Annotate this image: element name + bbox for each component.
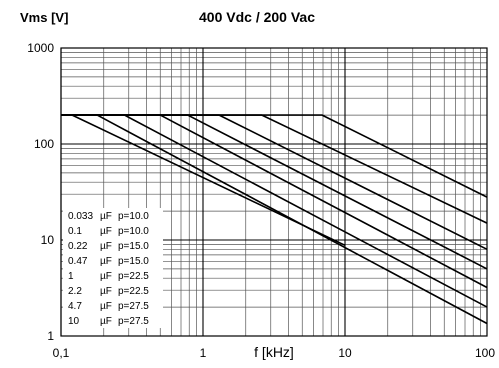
legend: 0.033 µF p=10.0 0.1 µF p=10.0 0.22 µF p=15.0 0.47…	[63, 208, 163, 328]
legend-entry-pitch: p=27.5	[118, 316, 149, 327]
legend-entry-value: 4.7	[68, 301, 82, 312]
legend-entry-value: 0.47	[68, 256, 88, 267]
series-lines	[61, 114, 488, 325]
y-tick-label: 100	[34, 137, 54, 151]
y-tick-label: 1	[47, 329, 54, 343]
legend-entry-pitch: p=22.5	[118, 286, 149, 297]
legend-entry-pitch: p=10.0	[118, 226, 149, 237]
series-line-0.033	[61, 114, 488, 198]
y-tick-label: 10	[41, 233, 55, 247]
legend-entry-value: 10	[68, 316, 80, 327]
legend-entry-unit: µF	[100, 211, 112, 222]
x-tick-label: 100	[475, 346, 495, 360]
y-axis-label: Vms [V]	[20, 10, 68, 25]
x-tick-label: 10	[338, 346, 352, 360]
legend-box	[63, 208, 163, 328]
legend-entry-unit: µF	[100, 256, 112, 267]
legend-entry-value: 1	[68, 271, 74, 282]
chart-title: 400 Vdc / 200 Vac	[199, 9, 315, 25]
legend-entry-value: 0.1	[68, 226, 82, 237]
legend-entry-value: 2.2	[68, 286, 82, 297]
legend-entry-unit: µF	[100, 316, 112, 327]
series-line-10	[61, 114, 346, 247]
legend-entry-pitch: p=15.0	[118, 256, 149, 267]
y-tick-label: 1000	[27, 41, 54, 55]
legend-entry-unit: µF	[100, 226, 112, 237]
legend-entry-pitch: p=27.5	[118, 301, 149, 312]
series-line-0.1	[61, 114, 488, 224]
plot-frame	[60, 47, 488, 337]
legend-entry-unit: µF	[100, 301, 112, 312]
grid-minor	[61, 48, 487, 336]
legend-entry-pitch: p=22.5	[118, 271, 149, 282]
x-tick-labels: 0,1 1 10 100	[53, 346, 496, 360]
legend-entry-pitch: p=15.0	[118, 241, 149, 252]
legend-entry-pitch: p=10.0	[118, 211, 149, 222]
x-tick-label: 1	[200, 346, 207, 360]
x-axis-label: f [kHz]	[254, 344, 294, 360]
y-tick-labels: 1 10 100 1000	[27, 41, 54, 343]
x-tick-label: 0,1	[53, 346, 70, 360]
legend-entry-value: 0.033	[68, 211, 93, 222]
legend-entry-value: 0.22	[68, 241, 88, 252]
legend-entry-unit: µF	[100, 271, 112, 282]
legend-entry-unit: µF	[100, 286, 112, 297]
legend-entry-unit: µF	[100, 241, 112, 252]
